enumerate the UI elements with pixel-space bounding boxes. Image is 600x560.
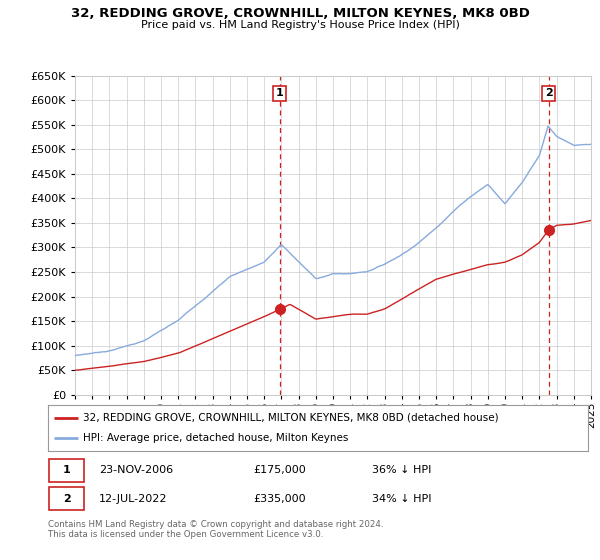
Text: 34% ↓ HPI: 34% ↓ HPI — [372, 493, 431, 503]
Text: 1: 1 — [63, 465, 71, 475]
Text: 1: 1 — [276, 88, 284, 99]
Text: HPI: Average price, detached house, Milton Keynes: HPI: Average price, detached house, Milt… — [83, 433, 349, 443]
Text: 32, REDDING GROVE, CROWNHILL, MILTON KEYNES, MK8 0BD: 32, REDDING GROVE, CROWNHILL, MILTON KEY… — [71, 7, 529, 20]
Text: 2: 2 — [545, 88, 553, 99]
Text: £335,000: £335,000 — [253, 493, 306, 503]
Text: £175,000: £175,000 — [253, 465, 306, 475]
Text: 23-NOV-2006: 23-NOV-2006 — [100, 465, 173, 475]
Text: 32, REDDING GROVE, CROWNHILL, MILTON KEYNES, MK8 0BD (detached house): 32, REDDING GROVE, CROWNHILL, MILTON KEY… — [83, 413, 499, 423]
Bar — [49, 459, 84, 482]
Text: 12-JUL-2022: 12-JUL-2022 — [100, 493, 168, 503]
Text: Price paid vs. HM Land Registry's House Price Index (HPI): Price paid vs. HM Land Registry's House … — [140, 20, 460, 30]
Text: 36% ↓ HPI: 36% ↓ HPI — [372, 465, 431, 475]
Bar — [49, 487, 84, 510]
Text: Contains HM Land Registry data © Crown copyright and database right 2024.
This d: Contains HM Land Registry data © Crown c… — [48, 520, 383, 539]
Text: 2: 2 — [63, 493, 71, 503]
